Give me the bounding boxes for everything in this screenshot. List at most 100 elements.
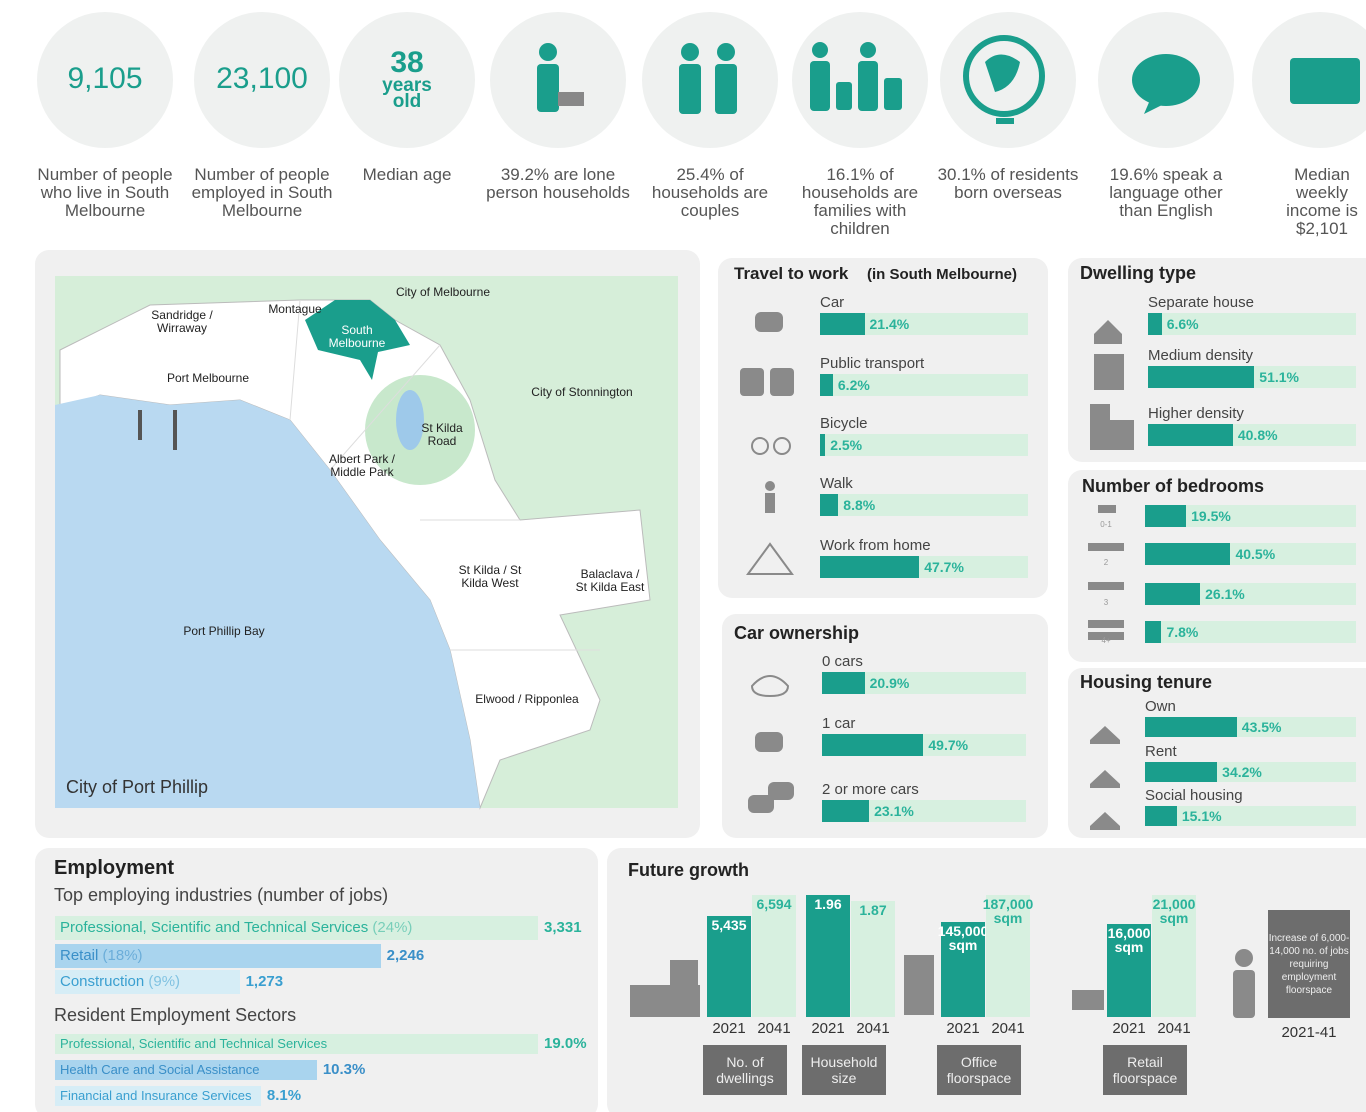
growth-value: 1.96 <box>814 896 842 912</box>
map-label: St Kilda Road <box>421 421 463 448</box>
row-label: Work from home <box>820 537 931 554</box>
stat-value: 9,105 <box>67 62 143 95</box>
bar-value: 19.5% <box>1191 508 1231 524</box>
growth-value: 5,435 <box>711 917 747 934</box>
map-label: Balaclava / St Kilda East <box>575 567 645 594</box>
bar <box>820 313 865 335</box>
bar-value: 40.8% <box>1237 427 1278 443</box>
row-icons <box>630 312 1255 1018</box>
growth-value: 16,000 sqm <box>1107 925 1151 956</box>
map-label: South Melbourne <box>328 323 386 350</box>
bar-value: 43.5% <box>1241 719 1282 735</box>
row-label: 0 cars <box>822 653 863 670</box>
bar <box>55 916 538 940</box>
year-label: 2041 <box>757 1020 791 1037</box>
bar <box>820 556 920 578</box>
bar <box>1145 543 1231 565</box>
growth-bar <box>806 895 850 1017</box>
row-label: Car <box>820 294 845 311</box>
row-label: Bicycle <box>820 415 868 432</box>
stat-caption: Median age <box>362 165 452 184</box>
year-label: 2021 <box>712 1020 746 1037</box>
bar-track <box>820 313 1028 335</box>
growth-caption: No. of dwellings <box>703 1045 787 1095</box>
bar-name: Construction (9%) <box>60 973 181 990</box>
bar-value: 40.5% <box>1235 546 1276 562</box>
year-label: 2041 <box>1157 1020 1191 1037</box>
row-label: 2 or more cars <box>822 781 919 798</box>
map-label: City of Melbourne <box>395 285 491 299</box>
bar-value: 1,273 <box>245 973 284 990</box>
row-label: Public transport <box>820 355 925 372</box>
bar-value: 2,246 <box>386 947 425 964</box>
bar <box>822 672 865 694</box>
bar-name: Professional, Scientific and Technical S… <box>60 1036 328 1051</box>
stat-caption: Number of people employed in South Melbo… <box>191 165 333 220</box>
bar <box>55 944 381 968</box>
bar-name: Professional, Scientific and Technical S… <box>60 919 413 936</box>
bar-value: 10.3% <box>322 1061 366 1078</box>
bar-track <box>822 800 1026 822</box>
panel-note: (in South Melbourne) <box>867 266 1017 283</box>
growth-value: 6,594 <box>756 896 792 912</box>
row-label: Higher density <box>1148 405 1244 422</box>
map-title: City of Port Phillip <box>66 777 209 797</box>
bar <box>55 1060 317 1080</box>
growth-bar <box>707 916 751 1017</box>
bar <box>822 800 870 822</box>
bar <box>55 1086 261 1106</box>
row-label: 0-1 <box>1100 520 1112 529</box>
growth-bar <box>1107 924 1151 1017</box>
bar <box>1145 583 1201 605</box>
bar-value: 47.7% <box>924 559 964 575</box>
bar <box>1145 621 1162 643</box>
panel-title: Car ownership <box>734 623 860 643</box>
map-label: City of Stonnington <box>531 385 633 399</box>
panel-title: Number of bedrooms <box>1082 476 1265 496</box>
row-label: 3 <box>1103 598 1109 607</box>
growth-caption: Retail floorspace <box>1103 1045 1187 1095</box>
subtitle: Top employing industries (number of jobs… <box>54 885 389 905</box>
stat-caption: 25.4% of households are couples <box>651 165 769 220</box>
row-label: Medium density <box>1148 347 1254 364</box>
map-label: Sandridge / Wirraway <box>151 308 213 335</box>
bar <box>1145 505 1187 527</box>
row-label: Walk <box>820 475 853 492</box>
bar <box>1145 806 1177 826</box>
map-label: Albert Park / Middle Park <box>328 452 396 479</box>
bar-value: 8.1% <box>266 1087 302 1104</box>
dwelling-panel <box>1068 258 1366 462</box>
growth-value: 187,000 sqm <box>982 896 1034 926</box>
bar-value: 6.2% <box>837 377 870 393</box>
bar-track <box>822 672 1026 694</box>
bar-track <box>1148 313 1356 335</box>
bar-track <box>820 494 1028 516</box>
bar-value: 20.9% <box>869 675 910 691</box>
map-label: Port Melbourne <box>166 371 250 385</box>
panel-title: Employment <box>54 857 175 879</box>
stat-value: 23,100 <box>216 62 308 95</box>
panel-title: Future growth <box>628 860 749 880</box>
year-label: 2021 <box>811 1020 845 1037</box>
growth-value: 145,000 sqm <box>937 923 989 954</box>
row-label: Own <box>1145 698 1176 715</box>
bar <box>1148 424 1233 446</box>
stat-caption: 30.1% of residents born overseas <box>937 165 1079 202</box>
stat-caption: 19.6% speak a language other than Englis… <box>1109 165 1223 220</box>
stat-icons <box>537 35 1360 124</box>
bar-track <box>1145 621 1356 643</box>
stat-caption: 39.2% are lone person households <box>486 165 630 202</box>
panel-title: Travel to work <box>734 264 849 283</box>
growth-bar <box>986 895 1030 1017</box>
bar-track <box>1145 505 1356 527</box>
growth-bar <box>1152 895 1196 1017</box>
jobs-period: 2021-41 <box>1281 1024 1337 1041</box>
stat-caption: 16.1% of households are families with ch… <box>801 165 919 238</box>
row-label: Rent <box>1145 743 1177 760</box>
bar <box>820 494 839 516</box>
stat-value: 38 <box>390 46 424 79</box>
subtitle: Resident Employment Sectors <box>54 1005 297 1025</box>
bar-share: (24%) <box>368 919 413 936</box>
bar-value: 51.1% <box>1259 369 1299 385</box>
bar-share: (18%) <box>98 947 143 964</box>
